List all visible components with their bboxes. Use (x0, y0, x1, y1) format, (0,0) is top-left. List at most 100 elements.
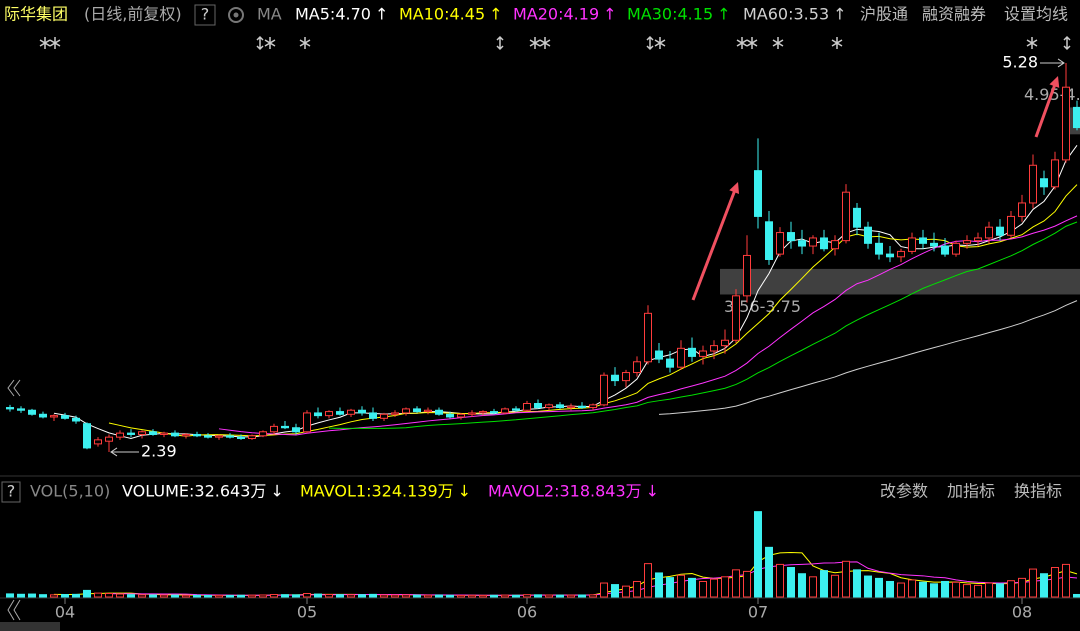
event-marker[interactable] (736, 37, 748, 49)
candle-body (589, 404, 597, 409)
indicator-button[interactable]: 改参数 (880, 482, 928, 501)
candle-body (831, 240, 839, 250)
event-marker[interactable] (1063, 35, 1071, 51)
event-marker[interactable] (49, 37, 61, 49)
indicator-button[interactable]: 换指标 (1014, 482, 1062, 501)
candle-body (28, 409, 36, 415)
help-button[interactable]: ? (7, 482, 16, 501)
volume-bar (523, 594, 531, 598)
volume-bar (325, 594, 333, 598)
candle-body (50, 415, 58, 418)
candle-body (710, 345, 718, 352)
ma-trend: ↑ (375, 5, 388, 24)
event-marker[interactable] (831, 37, 843, 49)
volume-bar (699, 580, 707, 598)
event-marker[interactable] (646, 35, 654, 51)
event-marker[interactable] (654, 37, 666, 49)
volume-bar (732, 569, 740, 598)
event-marker[interactable] (539, 37, 551, 49)
event-marker[interactable] (496, 35, 504, 51)
indicator-button[interactable]: 加指标 (947, 482, 995, 501)
candle-body (468, 412, 476, 415)
candle-body (149, 431, 157, 435)
volume-bar (336, 594, 344, 598)
event-marker[interactable] (772, 37, 784, 49)
candle-body (303, 412, 311, 433)
candle-body (1040, 178, 1048, 188)
candle-body (611, 374, 619, 382)
volume-bar (391, 594, 399, 598)
collapse-button[interactable] (7, 379, 21, 397)
candle-body (259, 431, 267, 437)
high-label: 5.28 (1002, 52, 1038, 71)
scrollbar[interactable] (0, 622, 60, 631)
volume-bar (72, 593, 80, 598)
volume-bar (589, 594, 597, 598)
candle-body (380, 413, 388, 419)
event-marker[interactable] (299, 37, 311, 49)
annotation-arrow (1034, 83, 1057, 138)
header-button[interactable]: 设置均线 (1004, 5, 1068, 24)
candle-body (94, 439, 102, 445)
volume-bar (930, 583, 938, 598)
event-marker[interactable] (1026, 37, 1038, 49)
event-marker[interactable] (256, 35, 264, 51)
volume-bar (138, 594, 146, 598)
settings-icon-center (233, 12, 239, 18)
volume-bar (622, 585, 630, 598)
help-box[interactable] (194, 4, 216, 26)
volume-bar (886, 580, 894, 598)
volume-bar (908, 579, 916, 598)
volume-bar (864, 575, 872, 598)
help-box[interactable] (1, 481, 21, 503)
annotation-arrowhead (1049, 76, 1060, 88)
candle-body (666, 358, 674, 368)
header-button[interactable]: 沪股通 (860, 5, 908, 24)
volume-bar (281, 594, 289, 598)
candle-body (358, 409, 366, 414)
volume-bar (50, 594, 58, 598)
volume-bar (721, 576, 729, 598)
candle-body (116, 432, 124, 438)
candle-body (820, 237, 828, 250)
help-button[interactable]: ? (201, 5, 210, 24)
volume-bar (666, 577, 674, 598)
volume-bar (237, 594, 245, 598)
volume-bar (556, 594, 564, 598)
volume-bar (259, 594, 267, 598)
candle-body (952, 242, 960, 255)
volume-bar (39, 594, 47, 598)
candle-body (864, 226, 872, 244)
event-marker[interactable] (264, 37, 276, 49)
header-button[interactable]: 融资融券 (922, 5, 986, 24)
volume-bar (1007, 580, 1015, 598)
ma-label: MA (257, 5, 282, 24)
event-marker[interactable] (746, 37, 758, 49)
event-marker[interactable] (39, 37, 51, 49)
volume-bar (963, 584, 971, 598)
candle-body (490, 411, 498, 414)
candle-body (138, 431, 146, 435)
volume-bar (677, 574, 685, 598)
candle-body (171, 432, 179, 437)
volume-bar (270, 594, 278, 598)
scroll-left-button[interactable] (7, 599, 21, 621)
volume-bar (655, 572, 663, 598)
candle-body (622, 372, 630, 382)
volume-bar (171, 594, 179, 598)
event-marker[interactable] (529, 37, 541, 49)
volume-bar (435, 594, 443, 598)
ma-trend: ↑ (603, 5, 616, 24)
volume-bar (611, 584, 619, 598)
settings-icon[interactable] (228, 7, 244, 23)
candle-body (974, 237, 982, 242)
candle-body (908, 237, 916, 252)
candle-body (204, 435, 212, 438)
candle-body (743, 254, 751, 297)
candle-body (963, 240, 971, 244)
candle-body (325, 411, 333, 417)
price-zone (720, 268, 1080, 295)
candle-body (721, 339, 729, 347)
